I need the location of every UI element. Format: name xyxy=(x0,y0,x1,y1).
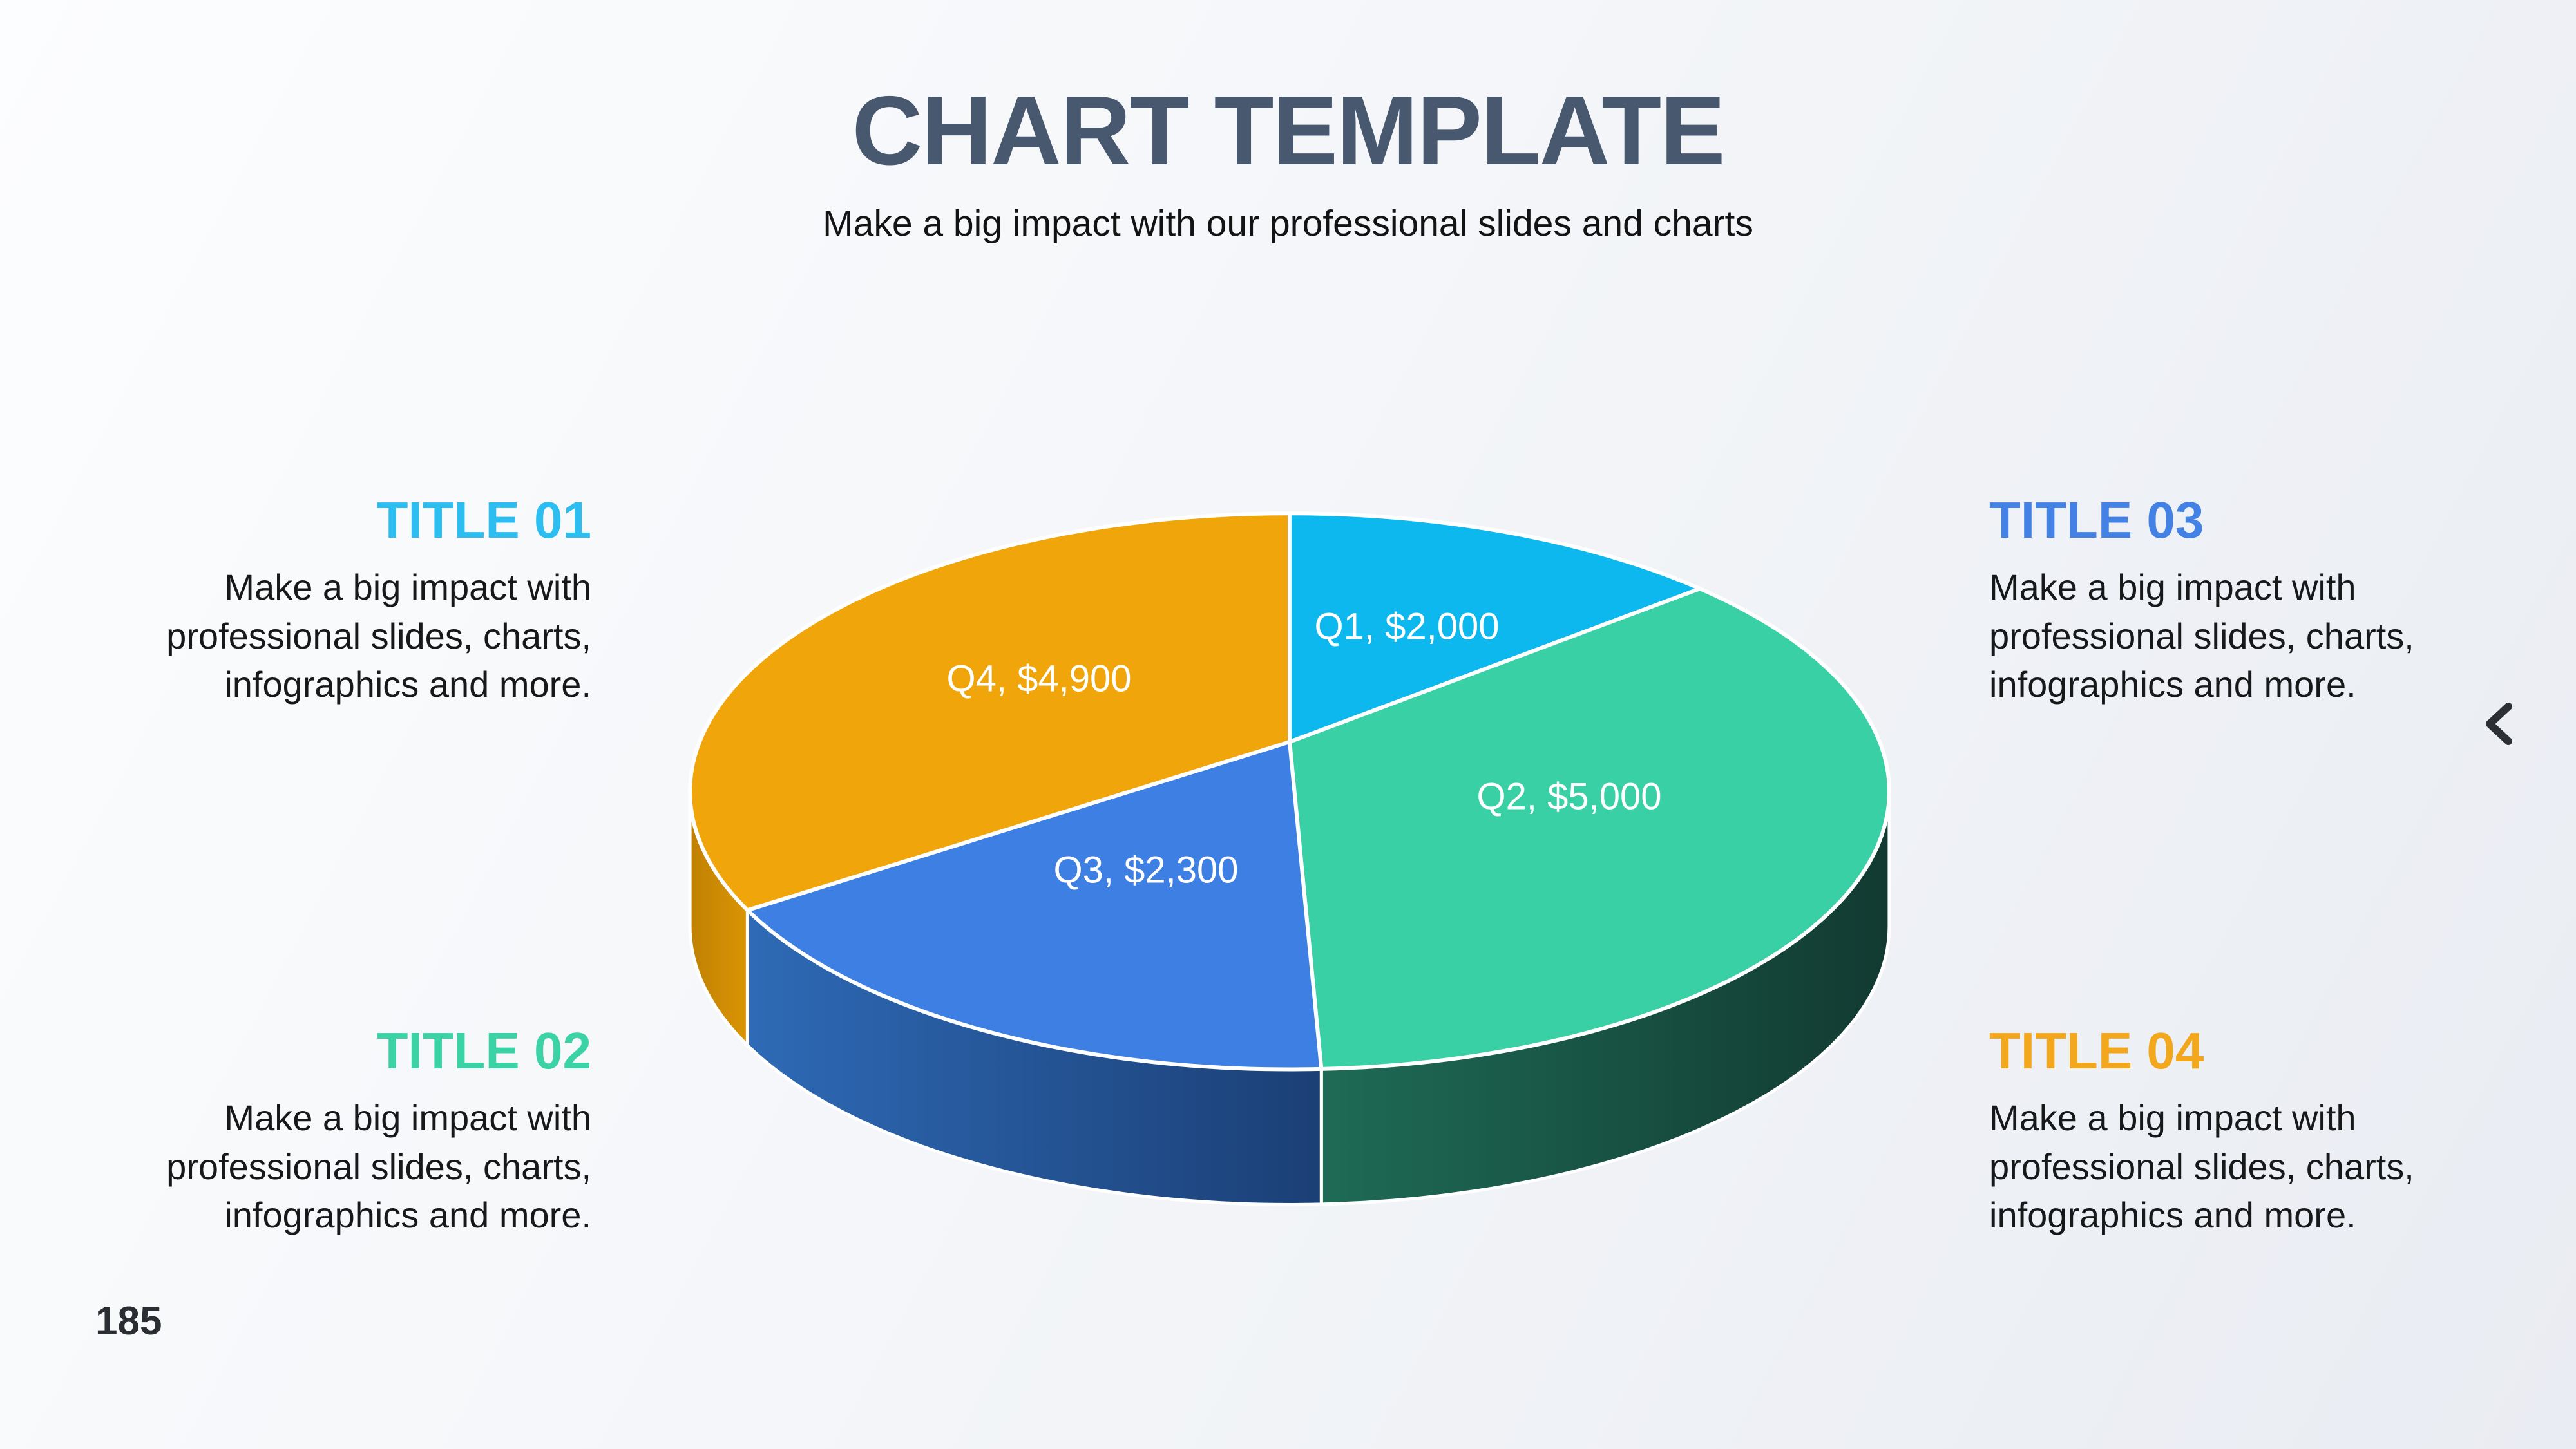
callout-body-3: Make a big impact with professional slid… xyxy=(1989,567,2414,705)
callout-body-4: Make a big impact with professional slid… xyxy=(1989,1097,2414,1236)
page-number: 185 xyxy=(95,1299,162,1343)
callout-label-4: TITLE 04 xyxy=(1989,1022,2204,1079)
slide-header: CHART TEMPLATE Make a big impact with ou… xyxy=(0,76,2576,245)
pie-slice-Q3 xyxy=(745,740,1324,1072)
pie-label-Q3: Q3, $2,300 xyxy=(1054,849,1239,891)
pie-label-Q2: Q2, $5,000 xyxy=(1477,775,1662,817)
pie-slice-Q1 xyxy=(1288,511,1703,744)
callout-body-2: Make a big impact with professional slid… xyxy=(166,1097,591,1236)
callout-label-1: TITLE 01 xyxy=(376,491,591,549)
callout-label-3: TITLE 03 xyxy=(1989,491,2204,549)
page-subtitle: Make a big impact with our professional … xyxy=(823,203,1753,245)
prev-slide-button[interactable] xyxy=(2479,699,2520,748)
pie-slice-Q2 xyxy=(1288,587,1891,1071)
pie-label-Q1: Q1, $2,000 xyxy=(1315,605,1500,647)
pie-label-Q4: Q4, $4,900 xyxy=(947,658,1132,699)
callout-title-02: TITLE 02 Make a big impact with professi… xyxy=(153,1025,591,1240)
callout-label-2: TITLE 02 xyxy=(376,1022,591,1079)
callout-body-1: Make a big impact with professional slid… xyxy=(166,567,591,705)
chevron-left-icon xyxy=(2486,703,2512,745)
callout-title-03: TITLE 03 Make a big impact with professi… xyxy=(1989,495,2427,709)
callout-title-01: TITLE 01 Make a big impact with professi… xyxy=(153,495,591,709)
page-title: CHART TEMPLATE xyxy=(852,76,1726,185)
pie-slice-Q4 xyxy=(688,511,1292,913)
callout-title-04: TITLE 04 Make a big impact with professi… xyxy=(1989,1025,2427,1240)
